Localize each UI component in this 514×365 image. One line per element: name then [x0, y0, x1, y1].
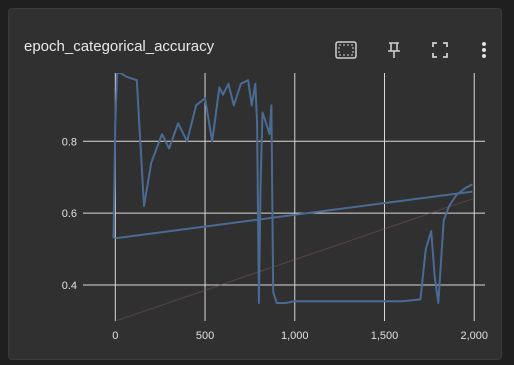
card-title: epoch_categorical_accuracy: [24, 38, 215, 55]
x-tick-label: 1,500: [371, 330, 399, 342]
y-tick-label: 0.8: [62, 136, 77, 148]
series-line-0: [112, 73, 473, 304]
x-tick-label: 1,000: [281, 330, 309, 342]
pin-icon: [388, 42, 400, 58]
y-tick-label: 0.4: [62, 280, 77, 292]
data-selection-icon: [335, 41, 357, 59]
fullscreen-icon: [432, 42, 448, 58]
chart-series: [112, 73, 473, 322]
more-options-button[interactable]: [471, 39, 497, 61]
series-line-1: [115, 190, 473, 240]
chart-card: epoch_categorical_accuracy: [8, 8, 502, 360]
y-tick-label: 0.6: [62, 208, 77, 220]
fullscreen-button[interactable]: [427, 39, 453, 61]
ghost-line: [115, 198, 473, 322]
x-tick-label: 0: [112, 330, 118, 342]
x-tick-label: 500: [196, 330, 214, 342]
line-chart: 0 500 1,000 1,500 2,000 0.4 0.6 0.8: [62, 73, 488, 342]
x-tick-label: 2,000: [460, 330, 488, 342]
chart-tick-labels: 0 500 1,000 1,500 2,000 0.4 0.6 0.8: [62, 136, 488, 342]
chart-grid: [83, 73, 485, 321]
data-selection-button[interactable]: [333, 39, 359, 61]
pin-button[interactable]: [381, 39, 407, 61]
card-toolbar: [327, 39, 487, 61]
more-vert-icon: [482, 42, 486, 58]
